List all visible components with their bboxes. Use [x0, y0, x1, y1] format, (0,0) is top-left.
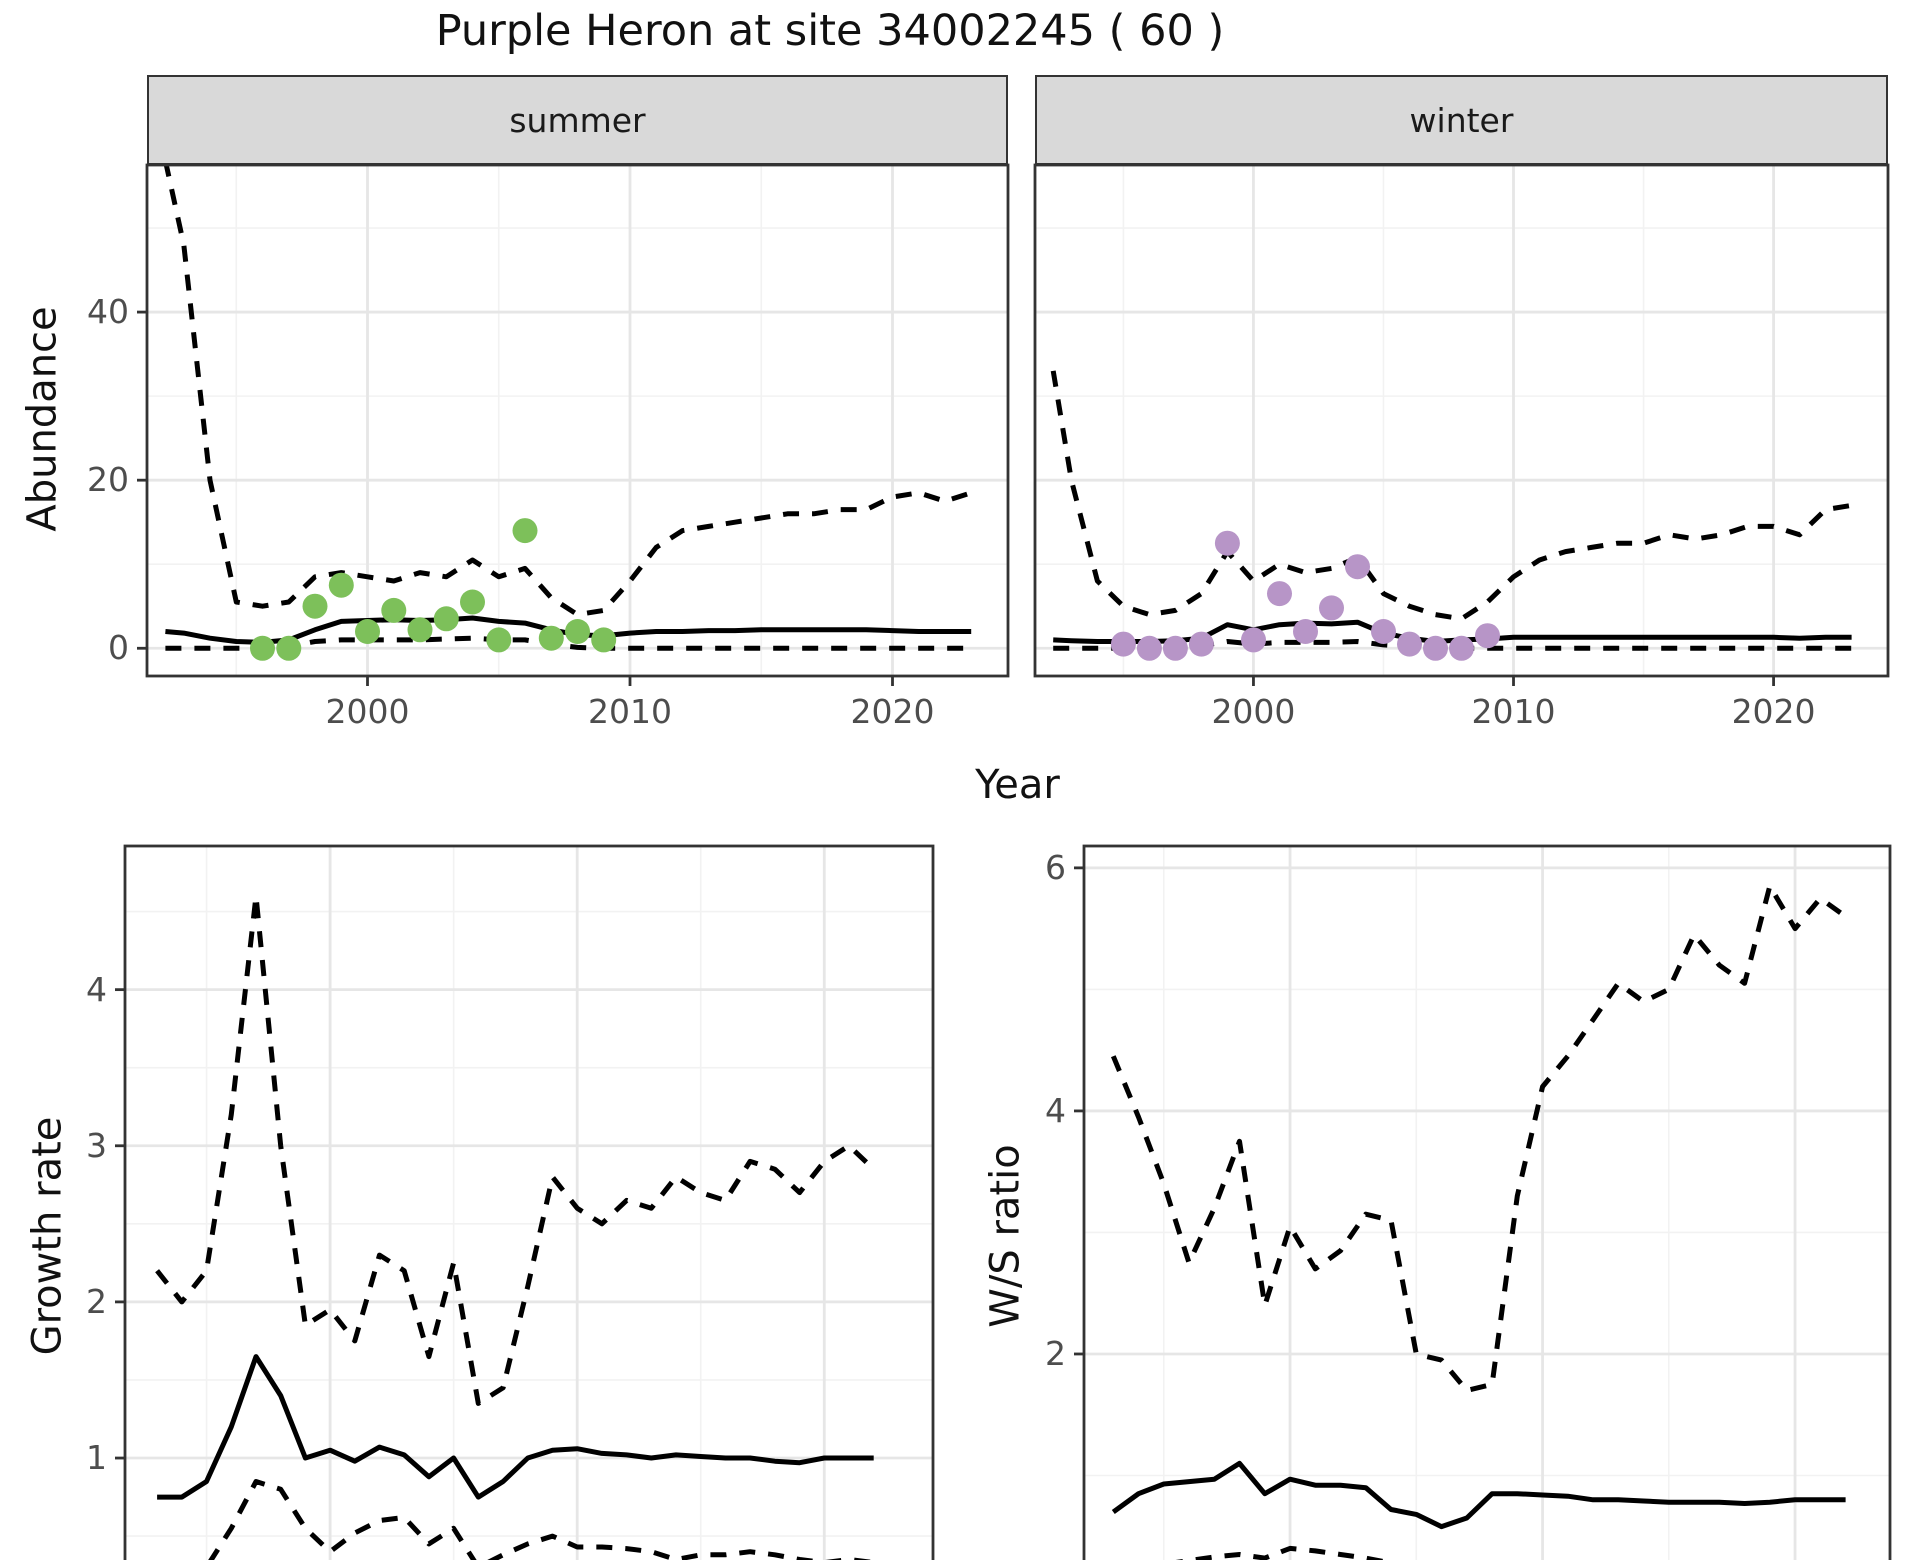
observation-point — [538, 625, 564, 651]
observation-point — [1319, 595, 1344, 621]
abundance-axis-title: Abundance — [19, 306, 66, 532]
x-tick-label: 2010 — [588, 692, 672, 731]
upper-95ci-line — [1050, 370, 1852, 622]
y-tick-label: 2 — [1045, 1333, 1066, 1373]
observation-point — [407, 617, 433, 643]
ws-ratio-panel — [1074, 844, 1892, 1560]
x-tick-label: 2000 — [325, 692, 410, 731]
observation-point — [486, 627, 512, 653]
observation-point — [1449, 635, 1474, 661]
abundance_winter-chart — [1033, 163, 1890, 686]
observation-point — [276, 635, 302, 661]
observation-point — [1162, 635, 1188, 661]
observation-point — [565, 619, 590, 644]
x-tick-label: 2020 — [850, 692, 935, 731]
observation-point — [433, 606, 459, 632]
year-axis-title-top: Year — [975, 762, 1060, 808]
growth_rate-chart — [115, 844, 935, 1560]
observation-point — [355, 619, 380, 644]
median-line — [1111, 1460, 1846, 1530]
y-tick-label: 4 — [1045, 1090, 1066, 1130]
facet-strip-summer-label: summer — [509, 100, 646, 140]
observation-point — [512, 518, 538, 544]
facet-strip-winter-label: winter — [1409, 100, 1514, 140]
upper-95ci-line — [163, 165, 972, 618]
y-tick-label: 2 — [86, 1281, 107, 1321]
y-tick-label: 40 — [87, 292, 129, 332]
observation-point — [302, 593, 328, 619]
observation-point — [1371, 619, 1396, 644]
ws-ratio-axis-title: W/S ratio — [982, 1144, 1029, 1328]
facet-strip-summer: summer — [147, 75, 1008, 165]
observation-point — [1188, 631, 1214, 657]
upper-95ci-line — [1110, 883, 1848, 1393]
observation-point — [250, 635, 275, 661]
observation-point — [1345, 554, 1370, 580]
y-tick-label: 6 — [1045, 847, 1066, 887]
abundance_summer-chart — [137, 163, 1010, 686]
observation-point — [1110, 631, 1136, 657]
summer-abundance-panel — [137, 163, 1010, 686]
median-line — [157, 1354, 874, 1500]
x-tick-label: 2010 — [1471, 692, 1556, 731]
observed-counts-summer — [250, 518, 617, 661]
winter-abundance-panel — [1033, 163, 1890, 686]
observation-point — [1397, 631, 1422, 657]
facet-strip-winter: winter — [1035, 75, 1888, 165]
x-tick-label: 2000 — [1211, 692, 1296, 731]
y-tick-label: 20 — [87, 460, 129, 500]
ws_ratio-chart — [1074, 844, 1892, 1560]
upper-95ci-line — [155, 893, 876, 1406]
lower-95ci-line — [1175, 1545, 1389, 1560]
observation-point — [1423, 635, 1448, 661]
y-tick-label: 3 — [86, 1125, 107, 1165]
plot-title: Purple Heron at site 34002245 ( 60 ) — [435, 6, 1225, 56]
observation-point — [1475, 623, 1500, 649]
observation-point — [328, 572, 354, 598]
observation-point — [1241, 627, 1266, 653]
observed-counts-winter — [1110, 530, 1500, 661]
y-tick-label: 4 — [86, 969, 107, 1009]
observation-point — [381, 597, 407, 623]
lower-95ci-line — [208, 1479, 874, 1560]
y-tick-label: 1 — [86, 1438, 107, 1478]
observation-point — [460, 589, 485, 615]
observation-point — [1267, 581, 1292, 607]
y-tick-label: 0 — [108, 628, 129, 668]
observation-point — [1136, 635, 1162, 661]
observation-point — [1214, 530, 1240, 556]
x-tick-label: 2020 — [1731, 692, 1816, 731]
observation-point — [1293, 619, 1318, 644]
growth-rate-panel — [115, 844, 935, 1560]
observation-point — [591, 627, 617, 653]
